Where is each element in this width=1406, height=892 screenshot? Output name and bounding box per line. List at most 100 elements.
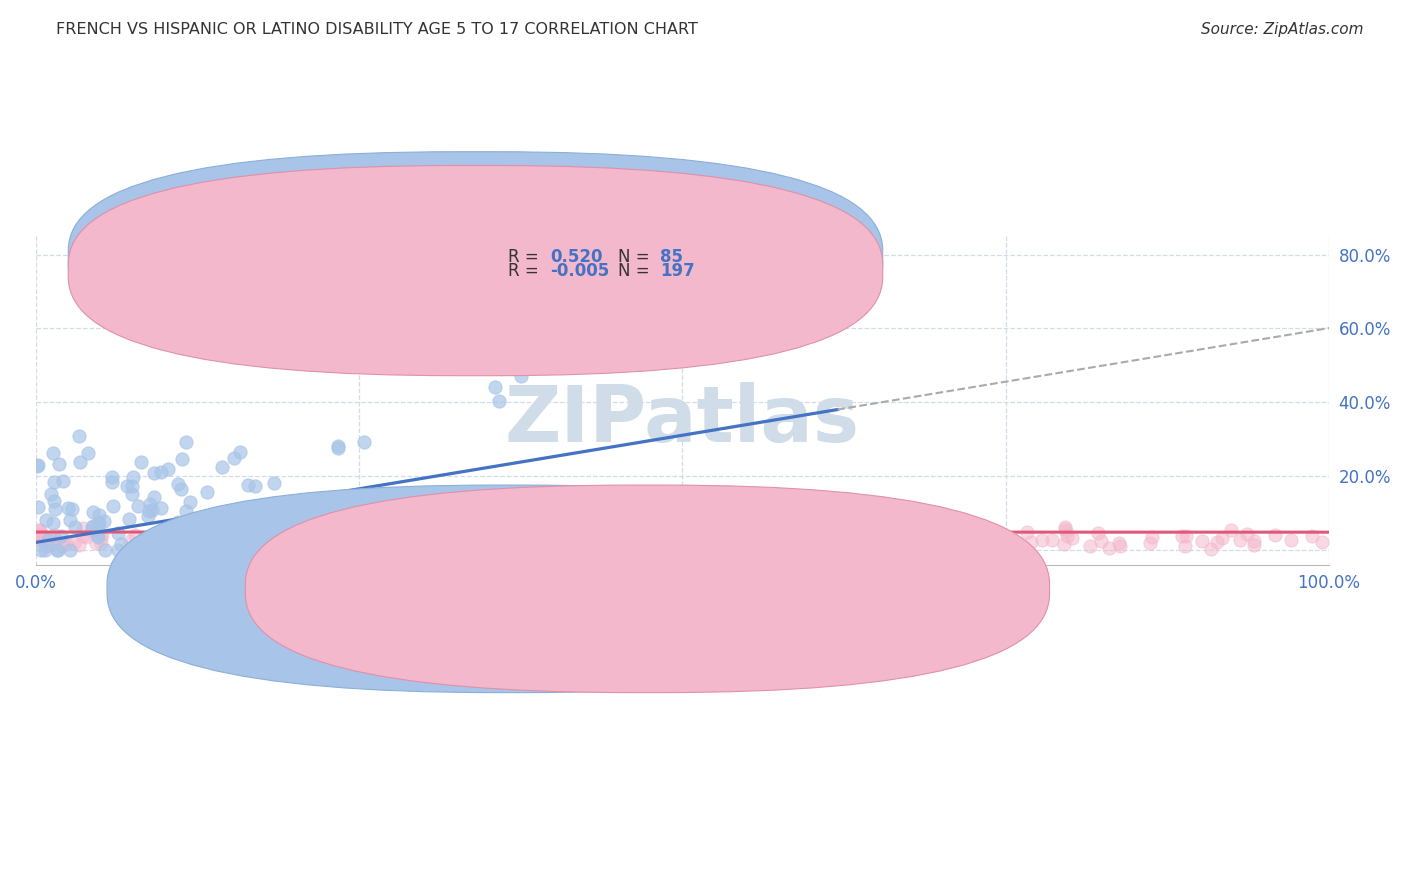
Point bbox=[253, 529, 276, 543]
Text: R =: R = bbox=[508, 248, 538, 266]
Point bbox=[564, 540, 586, 554]
Point bbox=[799, 539, 821, 553]
Point bbox=[41, 533, 63, 547]
Point bbox=[166, 515, 188, 529]
Point bbox=[82, 518, 104, 533]
Point bbox=[844, 531, 866, 545]
Point bbox=[174, 435, 197, 450]
Point bbox=[142, 466, 165, 480]
Point bbox=[77, 446, 100, 460]
Point bbox=[363, 532, 385, 546]
Point bbox=[25, 458, 48, 473]
Point bbox=[479, 533, 502, 547]
Point bbox=[349, 528, 371, 542]
Point bbox=[132, 538, 155, 552]
Point bbox=[118, 512, 141, 526]
Point bbox=[482, 533, 505, 548]
Point bbox=[813, 527, 835, 541]
Point bbox=[733, 533, 755, 548]
Point bbox=[52, 539, 75, 553]
Point bbox=[543, 541, 565, 555]
Text: Source: ZipAtlas.com: Source: ZipAtlas.com bbox=[1201, 22, 1364, 37]
Point bbox=[294, 525, 316, 540]
Point bbox=[354, 524, 377, 538]
Point bbox=[945, 535, 967, 549]
Point bbox=[27, 500, 49, 514]
Point bbox=[576, 537, 599, 551]
Point bbox=[42, 533, 65, 547]
Point bbox=[467, 526, 489, 541]
Point bbox=[907, 539, 929, 553]
Point bbox=[713, 529, 735, 543]
Point bbox=[121, 470, 143, 484]
Point bbox=[561, 536, 583, 550]
Point bbox=[837, 531, 859, 545]
Point bbox=[1191, 534, 1213, 549]
Point bbox=[86, 527, 108, 541]
Point bbox=[170, 531, 193, 545]
Point bbox=[643, 529, 665, 543]
Point bbox=[877, 527, 900, 541]
Point bbox=[209, 528, 232, 542]
Point bbox=[72, 529, 94, 543]
Point bbox=[170, 452, 193, 467]
Point bbox=[120, 533, 142, 548]
Point bbox=[150, 501, 173, 516]
Point bbox=[27, 458, 49, 472]
Point bbox=[190, 537, 212, 551]
Point bbox=[82, 524, 104, 538]
Point bbox=[264, 517, 287, 532]
Text: 197: 197 bbox=[661, 261, 695, 279]
Point bbox=[956, 523, 979, 537]
Point bbox=[884, 533, 907, 547]
Point bbox=[342, 342, 364, 356]
Point bbox=[37, 533, 59, 548]
Point bbox=[700, 531, 723, 545]
Point bbox=[1090, 534, 1112, 549]
Point bbox=[229, 445, 252, 459]
Point bbox=[214, 526, 236, 541]
Text: R =: R = bbox=[508, 261, 538, 279]
Point bbox=[285, 522, 308, 536]
Point bbox=[59, 513, 82, 527]
Point bbox=[668, 528, 690, 542]
Point bbox=[509, 369, 531, 384]
Point bbox=[385, 541, 408, 556]
Point bbox=[87, 508, 110, 523]
Point bbox=[276, 530, 298, 544]
Point bbox=[990, 531, 1012, 545]
Point bbox=[235, 528, 257, 542]
Point bbox=[934, 523, 956, 537]
FancyBboxPatch shape bbox=[69, 166, 883, 376]
Text: 85: 85 bbox=[661, 248, 683, 266]
Point bbox=[523, 542, 546, 557]
Point bbox=[880, 522, 903, 536]
FancyBboxPatch shape bbox=[107, 485, 911, 692]
Point bbox=[179, 494, 201, 508]
Point bbox=[45, 542, 67, 557]
Point bbox=[501, 539, 523, 553]
Point bbox=[482, 521, 505, 535]
Point bbox=[30, 531, 52, 545]
Point bbox=[56, 501, 79, 516]
Point bbox=[925, 526, 948, 541]
Point bbox=[89, 536, 111, 550]
Point bbox=[44, 475, 66, 489]
Point bbox=[484, 380, 506, 394]
Point bbox=[551, 542, 574, 557]
Point bbox=[288, 523, 311, 537]
FancyBboxPatch shape bbox=[437, 243, 728, 284]
Point bbox=[127, 499, 149, 513]
Point bbox=[232, 527, 254, 541]
Point bbox=[89, 516, 111, 530]
Point bbox=[834, 524, 856, 539]
Point bbox=[67, 538, 90, 552]
Point bbox=[315, 295, 337, 310]
Text: Hispanics or Latinos: Hispanics or Latinos bbox=[669, 579, 837, 597]
Point bbox=[880, 540, 903, 554]
Point bbox=[464, 529, 486, 543]
Point bbox=[1174, 529, 1197, 543]
Point bbox=[1053, 519, 1076, 533]
Point bbox=[86, 522, 108, 536]
Point bbox=[510, 533, 533, 547]
